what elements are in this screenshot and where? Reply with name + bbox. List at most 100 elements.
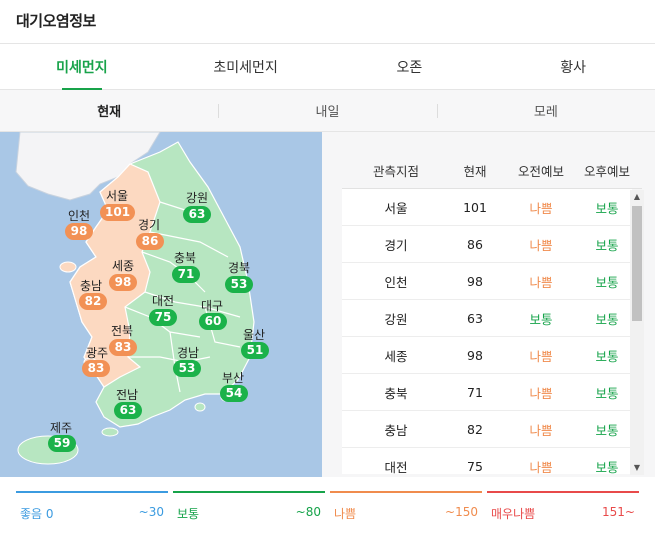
table-header: 관측지점 현재 오전예보 오후예보 [342,152,642,189]
station-cell: 대전 [384,459,408,475]
region-value-badge[interactable]: 60 [199,313,227,330]
region-value-badge[interactable]: 63 [114,402,142,419]
region-value-badge[interactable]: 98 [65,223,93,240]
subtab-tomorrow[interactable]: 내일 [218,90,436,131]
legend-label: 매우나쁨 [491,507,536,521]
time-tabs: 현재 내일 모레 [0,90,655,132]
region-value-badge[interactable]: 86 [136,233,164,250]
region-name: 인천 [68,209,91,223]
table-scrollbar[interactable]: ▲ ▼ [630,190,644,475]
tab-yellow-dust[interactable]: 황사 [491,44,655,89]
pm-forecast-cell: 보통 [595,385,619,401]
legend-label: 좋음 0 [20,507,54,521]
am-forecast-cell: 나쁨 [529,237,553,253]
region-name: 서울 [106,189,129,203]
region-name: 세종 [112,259,135,273]
region-value-badge[interactable]: 83 [109,339,137,356]
legend-bad: 나쁨 ~150 [330,491,482,540]
am-forecast-cell: 보통 [529,311,553,327]
station-cell: 충북 [384,385,408,401]
region-value-badge[interactable]: 63 [183,206,211,223]
region-name: 대전 [152,294,175,308]
station-cell: 충남 [384,422,408,438]
tab-label: 초미세먼지 [213,59,278,76]
region-name: 부산 [222,371,245,385]
region-value-badge[interactable]: 75 [149,309,177,326]
station-table-panel: 관측지점 현재 오전예보 오후예보 서울 101 나쁨 보통 경기 86 나쁨 보통 인천 98 나… [322,132,655,477]
am-forecast-cell: 나쁨 [529,200,553,216]
table-row[interactable]: 충남 82 나쁨 보통 [342,411,632,448]
region-name: 전남 [116,388,139,402]
region-name: 충북 [174,251,197,265]
tab-label: 미세먼지 [56,59,108,76]
region-name: 광주 [86,346,109,360]
am-forecast-cell: 나쁨 [529,422,553,438]
pm-forecast-cell: 보통 [595,237,619,253]
legend-range: ~30 [138,505,164,519]
region-value-badge[interactable]: 53 [225,276,253,293]
station-cell: 강원 [384,311,408,327]
now-cell: 86 [467,236,483,252]
table-body[interactable]: 서울 101 나쁨 보통 경기 86 나쁨 보통 인천 98 나쁨 보통 강원 63 보통 보통 세종 98 나쁨 보… [342,189,632,474]
subtab-day-after[interactable]: 모레 [436,90,655,131]
region-name: 제주 [50,421,73,435]
tab-pm10[interactable]: 미세먼지 [0,44,164,90]
region-value-badge[interactable]: 83 [82,360,110,377]
region-value-badge[interactable]: 82 [79,293,107,310]
scroll-up-icon[interactable]: ▲ [633,192,641,201]
korea-map[interactable]: 서울 101 인천 98 경기 86 강원 63 충북 71 세종 98 충남 … [0,132,322,477]
col-am: 오전예보 [517,163,564,179]
region-value-badge[interactable]: 98 [109,274,137,291]
tab-label: 황사 [560,59,586,76]
grade-legend: 좋음 0 ~30 보통 ~80 나쁨 ~150 매우나쁨 151~ [0,491,655,540]
tab-pm25[interactable]: 초미세먼지 [164,44,328,89]
table-row[interactable]: 세종 98 나쁨 보통 [342,337,632,374]
region-value-badge[interactable]: 59 [48,435,76,452]
region-value-badge[interactable]: 53 [173,360,201,377]
legend-very-bad: 매우나쁨 151~ [487,491,639,540]
station-cell: 세종 [384,348,408,364]
col-now: 현재 [463,163,487,179]
table-row[interactable]: 경기 86 나쁨 보통 [342,226,632,263]
region-name: 경북 [228,261,251,275]
tab-label: 오존 [396,59,423,76]
col-station: 관측지점 [372,163,419,179]
subtab-label: 내일 [315,105,340,120]
am-forecast-cell: 나쁨 [529,348,553,364]
table-row[interactable]: 대전 75 나쁨 보통 [342,448,632,475]
pm-forecast-cell: 보통 [595,200,619,216]
now-cell: 63 [467,310,483,326]
subtab-now[interactable]: 현재 [0,90,218,131]
pm-forecast-cell: 보통 [595,274,619,290]
scroll-thumb[interactable] [632,206,642,321]
table-row[interactable]: 인천 98 나쁨 보통 [342,263,632,300]
pollutant-tabs: 미세먼지 초미세먼지 오존 황사 [0,44,655,90]
scroll-down-icon[interactable]: ▼ [633,463,641,472]
pm-forecast-cell: 보통 [595,422,619,438]
am-forecast-cell: 나쁨 [529,274,553,290]
now-cell: 98 [467,347,483,363]
now-cell: 98 [467,273,483,289]
region-value-badge[interactable]: 54 [220,385,248,402]
region-value-badge[interactable]: 51 [241,342,269,359]
region-value-badge[interactable]: 71 [172,266,200,283]
legend-range: ~150 [445,505,478,519]
now-cell: 101 [463,199,487,215]
table-row[interactable]: 강원 63 보통 보통 [342,300,632,337]
region-name: 경남 [177,346,200,360]
table-row[interactable]: 충북 71 나쁨 보통 [342,374,632,411]
table-row[interactable]: 서울 101 나쁨 보통 [342,189,632,226]
legend-range: ~80 [295,505,321,519]
am-forecast-cell: 나쁨 [529,385,553,401]
legend-range: 151~ [602,505,635,519]
region-value-badge[interactable]: 101 [100,204,136,221]
tab-ozone[interactable]: 오존 [328,44,492,89]
legend-normal: 보통 ~80 [173,491,325,540]
station-cell: 인천 [384,274,408,290]
now-cell: 75 [467,458,483,474]
legend-good: 좋음 0 ~30 [16,491,168,540]
am-forecast-cell: 나쁨 [529,459,553,475]
legend-label: 나쁨 [334,507,357,521]
col-pm: 오후예보 [583,163,630,179]
station-cell: 경기 [384,237,408,253]
